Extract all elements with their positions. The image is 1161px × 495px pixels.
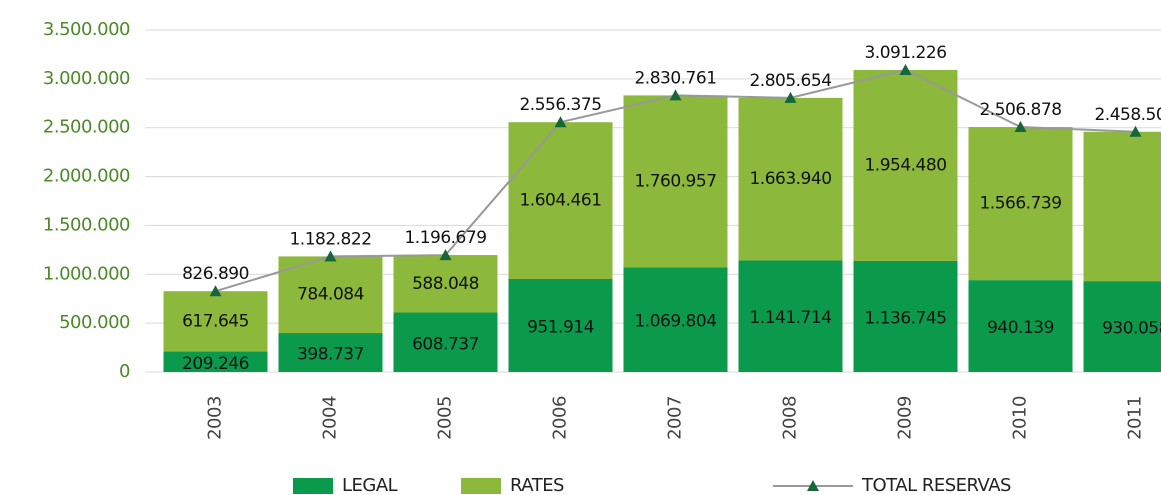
y-tick-label: 2.000.000 <box>43 166 130 187</box>
data-label: 3.091.226 <box>864 43 946 63</box>
bar-segment <box>1083 131 1161 282</box>
legend-swatch <box>461 478 501 494</box>
bar-segment <box>278 333 383 372</box>
bar-segment <box>738 97 843 261</box>
data-label: 784.084 <box>297 285 364 305</box>
line-marker <box>209 285 222 297</box>
line-marker <box>1129 125 1142 137</box>
bar-segment <box>853 260 958 372</box>
y-tick-label: 0 <box>119 361 130 382</box>
data-label: 2.805.654 <box>749 71 831 91</box>
legend-swatch <box>293 478 333 494</box>
data-label: 2.556.375 <box>519 95 601 115</box>
bar-segment <box>1083 281 1161 372</box>
y-tick-label: 500.000 <box>59 312 130 333</box>
legend-marker <box>807 480 819 491</box>
data-label: 588.048 <box>412 274 479 294</box>
data-label: 2.458.500 <box>1094 105 1161 125</box>
bar-segment <box>968 127 1073 281</box>
y-tick-label: 3.500.000 <box>43 19 130 40</box>
data-label: 1.069.804 <box>634 312 716 332</box>
y-tick-label: 3.000.000 <box>43 68 130 89</box>
data-label: 209.246 <box>182 354 249 374</box>
data-label: 398.737 <box>297 345 364 365</box>
line-marker <box>784 91 797 103</box>
data-label: 951.914 <box>527 317 594 337</box>
x-tick-label: 2004 <box>320 396 341 440</box>
x-tick-label: 2003 <box>205 396 226 440</box>
x-tick-label: 2011 <box>1125 396 1146 440</box>
x-tick-label: 2005 <box>435 396 456 440</box>
data-label: 1.663.940 <box>749 169 831 189</box>
data-label: 1.954.480 <box>864 155 946 175</box>
bar-segment <box>738 260 843 372</box>
legend-label: TOTAL RESERVAS <box>861 475 1011 495</box>
legend-label: RATES <box>510 475 564 495</box>
line-marker <box>899 63 912 75</box>
line-marker <box>1014 121 1027 133</box>
legend-label: LEGAL <box>342 475 398 495</box>
bar-segment <box>393 255 498 313</box>
bar-segment <box>163 351 268 372</box>
data-label: 1.136.745 <box>864 308 946 328</box>
y-tick-label: 1.000.000 <box>43 263 130 284</box>
data-label: 2.506.878 <box>979 100 1061 120</box>
x-tick-label: 2009 <box>895 396 916 440</box>
data-label: 930.058 <box>1102 319 1161 339</box>
data-label: 608.737 <box>412 334 479 354</box>
line-marker <box>669 89 682 101</box>
data-label: 1.604.461 <box>519 191 601 211</box>
y-tick-label: 1.500.000 <box>43 214 130 235</box>
data-label: 940.139 <box>987 318 1054 338</box>
data-label: 2.830.761 <box>634 68 716 88</box>
bar-segment <box>853 69 958 261</box>
bar-segment <box>623 267 728 372</box>
data-label: 826.890 <box>182 264 249 284</box>
bar-segment <box>393 312 498 372</box>
x-tick-label: 2010 <box>1010 396 1031 440</box>
data-label: 1.760.957 <box>634 171 716 191</box>
data-label: 1.141.714 <box>749 308 831 328</box>
x-tick-label: 2006 <box>550 396 571 440</box>
data-label: 1.182.822 <box>289 229 371 249</box>
bar-segment <box>623 95 728 268</box>
data-label: 617.645 <box>182 311 249 331</box>
bar-segment <box>508 278 613 372</box>
line-marker <box>554 116 567 128</box>
data-label: 1.566.739 <box>979 194 1061 214</box>
bar-segment <box>508 122 613 279</box>
x-tick-label: 2008 <box>780 396 801 440</box>
bar-segment <box>968 280 1073 372</box>
line-marker <box>439 249 452 261</box>
x-tick-label: 2007 <box>665 396 686 440</box>
line-marker <box>324 250 337 262</box>
data-label: 1.196.679 <box>404 228 486 248</box>
y-tick-label: 2.500.000 <box>43 117 130 138</box>
bar-segment <box>163 291 268 352</box>
bar-segment <box>278 256 383 334</box>
